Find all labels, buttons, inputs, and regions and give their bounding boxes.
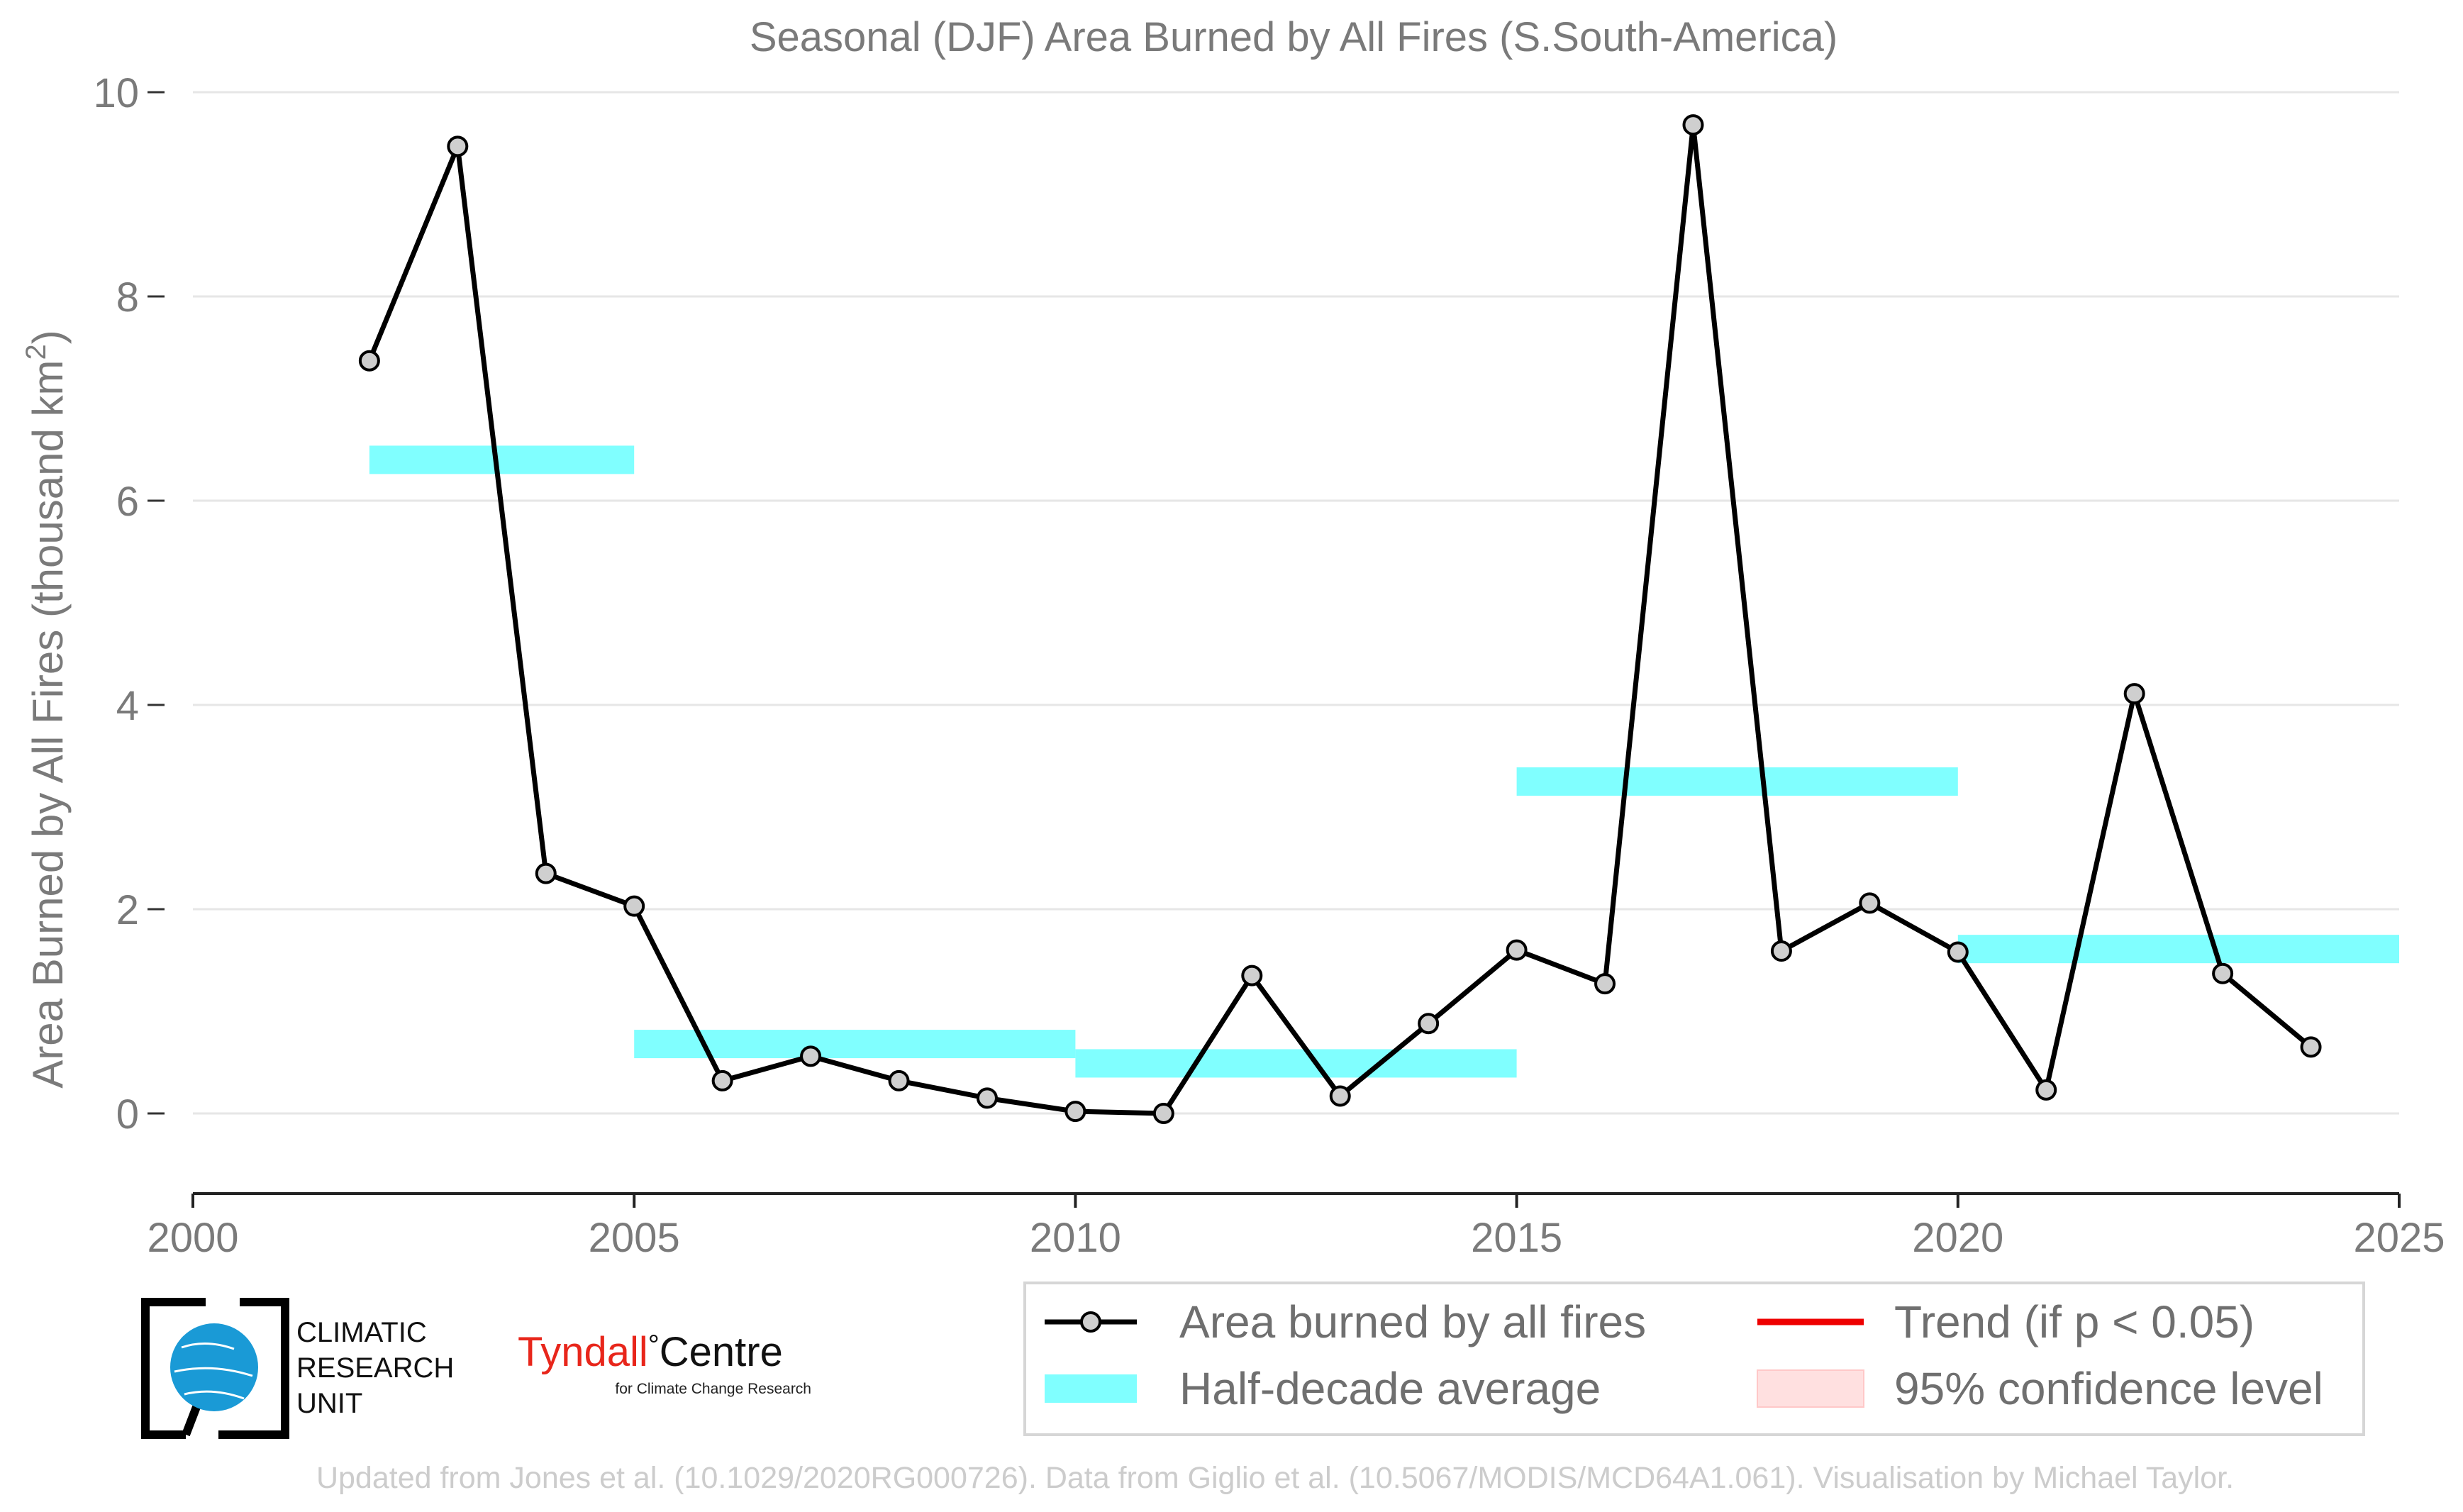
- x-axis: 2000 2005 2010 2015 2020 2025: [147, 1192, 2445, 1261]
- y-axis-label: Area Burned by All Fires (thousand km2): [21, 330, 72, 1088]
- data-point-2019: [1859, 892, 1881, 914]
- cru-logo-frame: [141, 1298, 289, 1439]
- data-point-2023: [2212, 962, 2234, 984]
- data-point-2024: [2300, 1036, 2322, 1058]
- legend-label-trend: Trend (if p < 0.05): [1894, 1296, 2254, 1347]
- y-tick-label-0: 0: [116, 1091, 139, 1138]
- legend: Area burned by all fires Trend (if p < 0…: [1023, 1282, 2365, 1436]
- data-point-2005: [623, 895, 645, 917]
- data-point-2015: [1506, 939, 1528, 961]
- x-tick-label-2015: 2015: [1471, 1215, 1562, 1261]
- series-line-0: [367, 122, 2313, 1116]
- x-tick-label-2005: 2005: [589, 1215, 680, 1261]
- tyndall-logo-name-black: Centre: [660, 1329, 783, 1375]
- legend-box: [1023, 1282, 2365, 1436]
- legend-marker-sample: [1080, 1311, 1101, 1333]
- x-tick-label-2020: 2020: [1912, 1215, 2003, 1261]
- tyndall-logo-name-red: Tyndall: [518, 1329, 648, 1375]
- data-point-2007: [800, 1045, 822, 1067]
- legend-label-confidence: 95% confidence level: [1894, 1363, 2323, 1414]
- x-tick-label-2000: 2000: [147, 1215, 238, 1261]
- data-point-2012: [1241, 965, 1263, 986]
- y-axis-label-close: ): [24, 330, 72, 344]
- data-point-2003: [447, 135, 469, 157]
- y-tick-label-4: 4: [116, 683, 139, 729]
- footer-credits: Updated from Jones et al. (10.1029/2020R…: [316, 1461, 2234, 1495]
- legend-half-decade-swatch: [1045, 1374, 1137, 1403]
- y-tick-label-10: 10: [93, 70, 139, 116]
- legend-confidence-swatch: [1757, 1369, 1864, 1408]
- data-point-2009: [976, 1087, 998, 1109]
- y-tick-label-2: 2: [116, 887, 139, 933]
- tyndall-logo-degree: °: [648, 1330, 660, 1361]
- y-axis-label-superscript: 2: [21, 344, 52, 360]
- legend-label-half-decade: Half-decade average: [1179, 1363, 1601, 1414]
- x-tick-label-2025: 2025: [2353, 1215, 2445, 1261]
- y-tick-label-6: 6: [116, 479, 139, 525]
- tyndall-logo-tagline: for Climate Change Research: [615, 1381, 811, 1397]
- half-decade-band-2: [1075, 1049, 1517, 1078]
- data-point-2002: [358, 350, 380, 372]
- cru-logo-line1: CLIMATIC: [296, 1317, 427, 1348]
- half-decade-band-3: [1516, 767, 1958, 796]
- data-point-2010: [1064, 1101, 1086, 1123]
- y-tick-label-8: 8: [116, 274, 139, 321]
- x-tick-label-2010: 2010: [1030, 1215, 1121, 1261]
- data-point-2021: [2035, 1079, 2057, 1101]
- cru-logo-line3: UNIT: [296, 1388, 362, 1419]
- tyndall-logo: Tyndall°Centre for Climate Change Resear…: [518, 1329, 811, 1397]
- data-point-2018: [1770, 940, 1792, 962]
- data-point-2006: [711, 1069, 733, 1091]
- data-point-2022: [2123, 683, 2145, 705]
- grid-lines: [193, 91, 2399, 1115]
- y-axis-label-text: Area Burned by All Fires (thousand km: [24, 360, 72, 1089]
- data-point-2014: [1418, 1013, 1440, 1035]
- data-point-2013: [1329, 1085, 1351, 1107]
- y-ticks: 0 2 4 6 8 10: [93, 70, 165, 1138]
- data-point-2016: [1594, 973, 1616, 995]
- half-decade-band-0: [369, 445, 635, 474]
- data-point-2004: [535, 862, 557, 884]
- data-point-2020: [1947, 941, 1969, 963]
- chart-title: Seasonal (DJF) Area Burned by All Fires …: [750, 14, 1837, 60]
- data-point-2011: [1152, 1103, 1174, 1124]
- globe-icon-continents: [174, 1342, 253, 1400]
- legend-label-area-burned: Area burned by all fires: [1179, 1296, 1646, 1347]
- half-decade-band-4: [1957, 935, 2399, 964]
- data-point-2017: [1682, 114, 1704, 136]
- series-layer: [358, 114, 2322, 1124]
- data-point-2008: [888, 1069, 910, 1091]
- globe-icon: [170, 1323, 258, 1411]
- cru-logo: CLIMATIC RESEARCH UNIT: [141, 1298, 454, 1439]
- cru-logo-line2: RESEARCH: [296, 1352, 454, 1384]
- tyndall-logo-name: Tyndall°Centre: [518, 1329, 783, 1375]
